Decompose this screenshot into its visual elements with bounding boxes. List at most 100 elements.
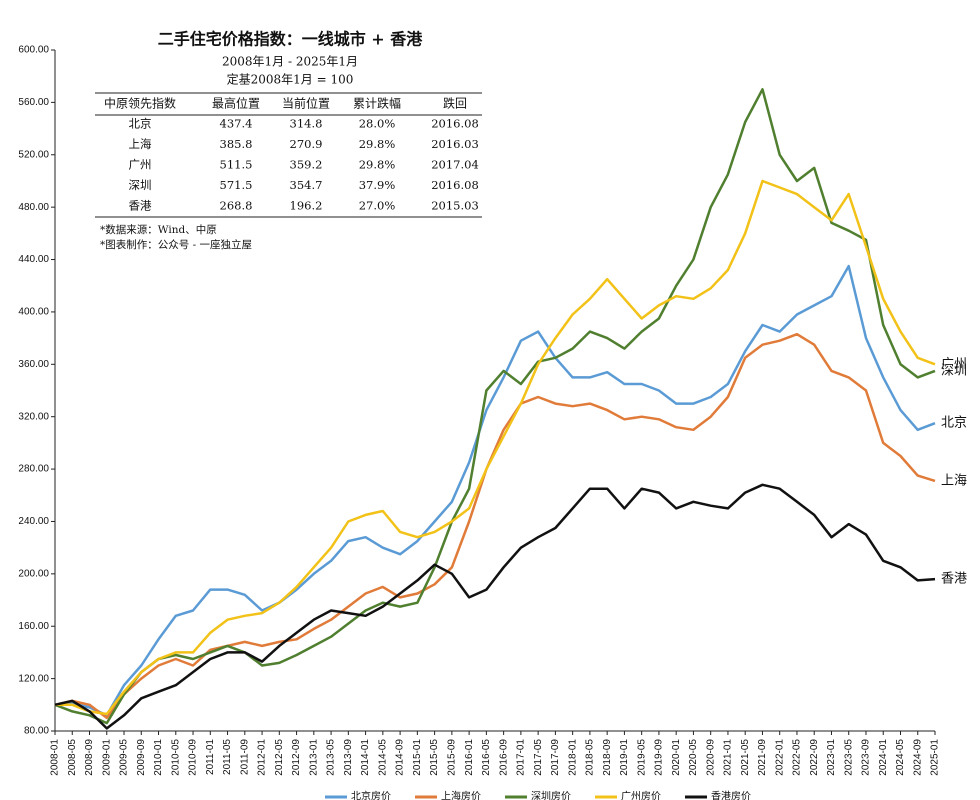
x-tick-label: 2019-09 — [654, 739, 665, 776]
table-bg — [95, 93, 485, 217]
legend-label: 北京房价 — [351, 790, 391, 800]
end-label: 广州 — [941, 357, 967, 372]
y-tick-label: 440.00 — [18, 254, 49, 265]
table-cell: 香港 — [129, 199, 152, 213]
x-tick-label: 2020-09 — [705, 739, 716, 776]
x-tick-label: 2024-05 — [895, 739, 906, 776]
x-tick-label: 2021-09 — [757, 739, 768, 776]
line — [54, 332, 936, 720]
legend-label: 香港房价 — [711, 790, 751, 800]
x-tick-label: 2012-05 — [274, 739, 285, 776]
table-cell: 359.2 — [290, 158, 323, 172]
x-tick-label: 2023-05 — [843, 739, 854, 776]
end-label: 上海 — [941, 473, 967, 488]
x-tick-label: 2010-01 — [153, 739, 164, 776]
table-cell: 37.9% — [359, 178, 396, 192]
y-tick-label: 280.00 — [18, 464, 49, 475]
y-tick-label: 600.00 — [18, 45, 49, 56]
x-tick-label: 2014-01 — [360, 739, 371, 776]
chart-title: 二手住宅价格指数：一线城市 + 香港 — [158, 30, 424, 49]
table-cell: 196.2 — [290, 199, 323, 213]
x-tick-label: 2009-09 — [136, 739, 147, 776]
x-tick-label: 2019-05 — [636, 739, 647, 776]
x-tick-label: 2013-09 — [343, 739, 354, 776]
table-cell: 2016.03 — [431, 137, 479, 151]
line — [54, 264, 936, 717]
table-cell: 2015.03 — [431, 199, 479, 213]
y-tick-label: 240.00 — [18, 516, 49, 527]
table-cell: 268.8 — [220, 199, 253, 213]
y-tick-label: 360.00 — [18, 359, 49, 370]
end-label: 深圳 — [941, 363, 967, 378]
x-tick-label: 2017-01 — [516, 739, 527, 776]
x-tick-label: 2025-01 — [930, 739, 941, 776]
table-cell: 2016.08 — [431, 178, 479, 192]
x-tick-label: 2011-01 — [205, 739, 216, 775]
table-cell: 437.4 — [220, 117, 253, 131]
end-label: 香港 — [941, 572, 967, 587]
table-header: 当前位置 — [282, 96, 330, 111]
y-tick-label: 80.00 — [24, 726, 49, 737]
table-cell: 29.8% — [359, 137, 396, 151]
table-header: 最高位置 — [212, 96, 260, 111]
x-tick-label: 2008-01 — [50, 739, 61, 776]
note: *数据来源：Wind、中原 — [100, 223, 217, 236]
x-tick-label: 2024-01 — [878, 739, 889, 776]
x-tick-label: 2016-09 — [498, 739, 509, 776]
x-tick-label: 2008-09 — [84, 739, 95, 776]
x-tick-label: 2018-01 — [567, 739, 578, 776]
subtitle: 2008年1月 - 2025年1月 — [222, 55, 358, 69]
x-tick-label: 2015-01 — [412, 739, 423, 776]
y-tick-label: 160.00 — [18, 621, 49, 632]
x-tick-label: 2023-01 — [826, 739, 837, 776]
legend-label: 深圳房价 — [531, 790, 571, 800]
x-tick-label: 2009-05 — [119, 739, 130, 776]
x-tick-label: 2018-05 — [585, 739, 596, 776]
y-tick-label: 200.00 — [18, 568, 49, 579]
x-tick-label: 2016-05 — [481, 739, 492, 776]
x-tick-label: 2017-09 — [550, 739, 561, 776]
table-cell: 385.8 — [220, 137, 253, 151]
table-cell: 29.8% — [359, 158, 396, 172]
x-tick-label: 2020-01 — [671, 739, 682, 776]
y-tick-label: 120.00 — [18, 673, 49, 684]
x-tick-label: 2012-01 — [257, 739, 268, 776]
x-tick-label: 2021-01 — [723, 739, 734, 776]
x-tick-label: 2010-05 — [170, 739, 181, 776]
x-tick-label: 2022-05 — [792, 739, 803, 776]
end-label: 北京 — [941, 416, 967, 431]
line — [55, 179, 936, 716]
x-tick-label: 2018-09 — [602, 739, 613, 776]
x-tick-label: 2008-05 — [67, 739, 78, 776]
table-cell: 571.5 — [220, 178, 253, 192]
note: *图表制作：公众号 - 一座独立屋 — [100, 238, 252, 251]
table-cell: 北京 — [129, 117, 152, 131]
x-tick-label: 2011-09 — [239, 739, 250, 775]
table-cell: 上海 — [129, 137, 152, 151]
legend-label: 广州房价 — [621, 790, 661, 800]
legend-label: 上海房价 — [441, 790, 481, 800]
x-tick-label: 2012-09 — [291, 739, 302, 776]
x-tick-label: 2022-09 — [809, 739, 820, 776]
x-tick-label: 2014-05 — [377, 739, 388, 776]
x-tick-label: 2009-01 — [101, 739, 112, 776]
table-cell: 27.0% — [359, 199, 396, 213]
x-tick-label: 2023-09 — [861, 739, 872, 776]
x-tick-label: 2013-05 — [326, 739, 337, 776]
y-tick-label: 520.00 — [18, 149, 49, 160]
table-cell: 广州 — [129, 158, 152, 172]
x-tick-label: 2022-01 — [774, 739, 785, 776]
table-cell: 314.8 — [290, 117, 323, 131]
table-cell: 354.7 — [290, 178, 323, 192]
x-tick-label: 2015-09 — [447, 739, 458, 776]
line — [54, 88, 936, 725]
table-header: 跌回 — [443, 96, 467, 111]
x-tick-label: 2020-05 — [688, 739, 699, 776]
table-header: 累计跌幅 — [353, 96, 401, 111]
x-tick-label: 2016-01 — [464, 739, 475, 776]
x-tick-label: 2010-09 — [188, 739, 199, 776]
x-tick-label: 2015-05 — [429, 739, 440, 776]
table-cell: 2017.04 — [431, 158, 479, 172]
line — [54, 483, 936, 730]
